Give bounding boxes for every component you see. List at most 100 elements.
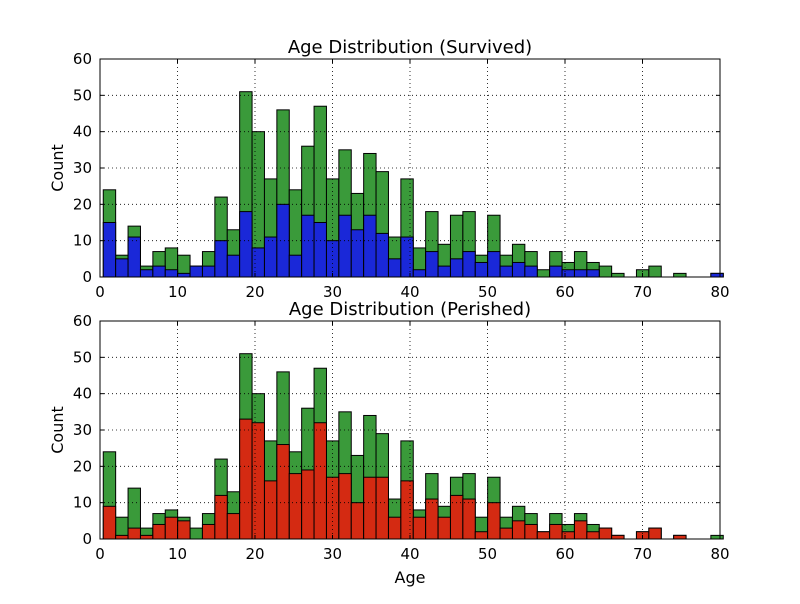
x-tick-label: 0 [95,283,105,301]
x-tick-label: 30 [323,283,342,301]
survived-bar [487,251,501,278]
survived-bar [586,269,600,278]
survived-bar [350,229,365,278]
total-bar [189,527,203,540]
survived-bar [549,265,563,278]
survived-bar [474,261,489,278]
perished-bar [251,422,265,540]
y-axis-label: Count [48,144,67,192]
perished-bar [152,523,166,540]
total-bar [710,534,724,540]
perished-bar [474,531,489,540]
survived-bar [400,236,414,278]
perished-bar [139,534,154,540]
perished-bar [449,494,464,540]
x-tick-label: 10 [168,283,187,301]
y-tick-label: 60 [73,312,92,330]
perished-bar [425,498,439,540]
survived-bar [573,269,588,278]
perished-bar [313,422,327,540]
survived-bar [201,265,216,278]
x-tick-label: 60 [555,545,574,563]
survived-bar [710,272,724,278]
survived-bar [115,258,129,278]
x-tick-label: 80 [710,283,729,301]
survived-bar [425,251,439,278]
survived-bar [263,236,278,278]
perished-bar [288,473,303,540]
survived-bar [561,269,575,278]
survived-bar [276,203,290,278]
x-tick-label: 70 [633,283,652,301]
y-axis-label: Count [48,406,67,454]
x-tick-label: 70 [633,545,652,563]
y-tick-label: 50 [73,348,92,366]
x-tick-label: 40 [400,545,419,563]
y-tick-label: 30 [73,159,92,177]
survived-bar [363,214,377,278]
survived-bar [164,269,179,278]
y-tick-label: 0 [82,268,92,286]
chart-title: Age Distribution (Perished) [289,299,531,320]
perished-bar [648,527,662,540]
survived-bar [375,232,389,278]
survived-bar [449,258,464,278]
perished-bar [375,476,389,540]
survived-bar [313,222,327,278]
perished-bar [214,494,228,540]
perished-bar [400,480,414,540]
perished-bar [363,476,377,540]
total-bar [536,269,551,278]
total-bar [673,272,687,278]
x-tick-label: 10 [168,545,187,563]
y-tick-label: 10 [73,232,92,250]
survived-bar [139,269,154,278]
survived-bar [462,251,476,278]
perished-bar [350,502,365,540]
total-bar [648,265,662,278]
perished-bar [573,520,588,540]
x-tick-label: 80 [710,545,729,563]
y-tick-label: 40 [73,123,92,141]
x-axis-label: Age [395,568,426,587]
survived-panel: 0 10 20 30 40 50 60 70 80 0 10 20 30 40 50 60 Age Distri… [48,37,730,301]
survived-bar [214,240,228,278]
survived-bar [524,265,538,278]
y-tick-label: 20 [73,195,92,213]
survived-bar [152,265,166,278]
perished-bar [276,444,290,540]
survived-bar [177,272,191,278]
perished-bar [611,534,625,540]
perished-bar [387,516,402,540]
perished-bar [437,516,451,540]
perished-bar [511,520,526,540]
survived-bar [511,261,526,278]
x-tick-label: 60 [555,283,574,301]
perished-bar [549,523,563,540]
survived-bar [437,265,451,278]
survived-bar [226,254,241,278]
survived-bar [301,214,315,278]
perished-bar [561,531,575,540]
survived-bar [127,236,141,278]
perished-bar [102,505,117,540]
y-tick-label: 40 [73,385,92,403]
survived-bar [288,254,303,278]
perished-bar [462,498,476,540]
perished-bar [586,531,600,540]
x-tick-label: 30 [323,545,342,563]
perished-bar [127,527,141,540]
y-tick-label: 10 [73,494,92,512]
survived-bar [239,211,253,278]
x-tick-label: 20 [245,545,264,563]
perished-bar [524,523,538,540]
perished-panel: 0 10 20 30 40 50 60 70 80 0 10 20 30 40 50 60 Age Distri… [48,299,730,587]
perished-bar [263,480,278,540]
survived-bar [338,214,352,278]
y-tick-label: 20 [73,457,92,475]
total-bar [598,265,613,278]
survived-bar [102,222,117,278]
perished-bar [412,516,427,540]
x-tick-label: 40 [400,283,419,301]
